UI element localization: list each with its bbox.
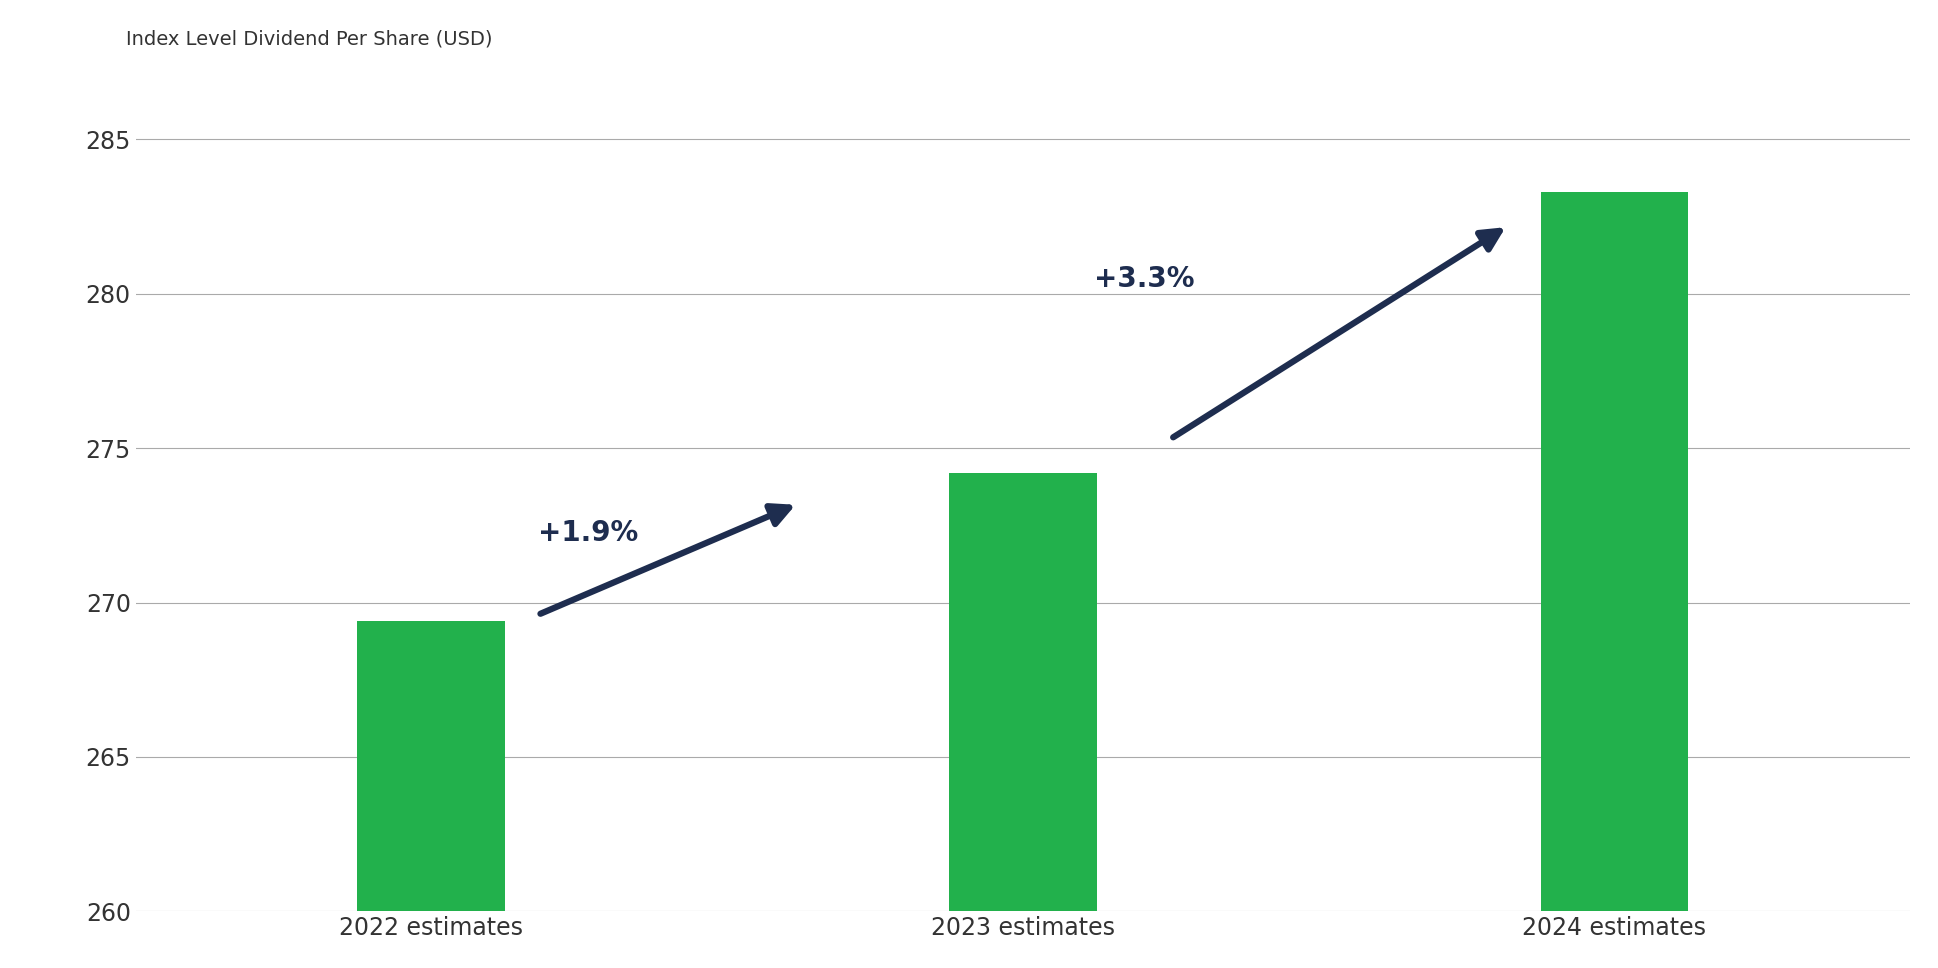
Text: +1.9%: +1.9%	[539, 519, 638, 547]
Bar	[950, 472, 1097, 911]
Bar	[1541, 192, 1688, 911]
Bar	[357, 621, 506, 911]
Text: Index Level Dividend Per Share (USD): Index Level Dividend Per Share (USD)	[126, 29, 492, 48]
Text: +3.3%: +3.3%	[1093, 265, 1194, 293]
